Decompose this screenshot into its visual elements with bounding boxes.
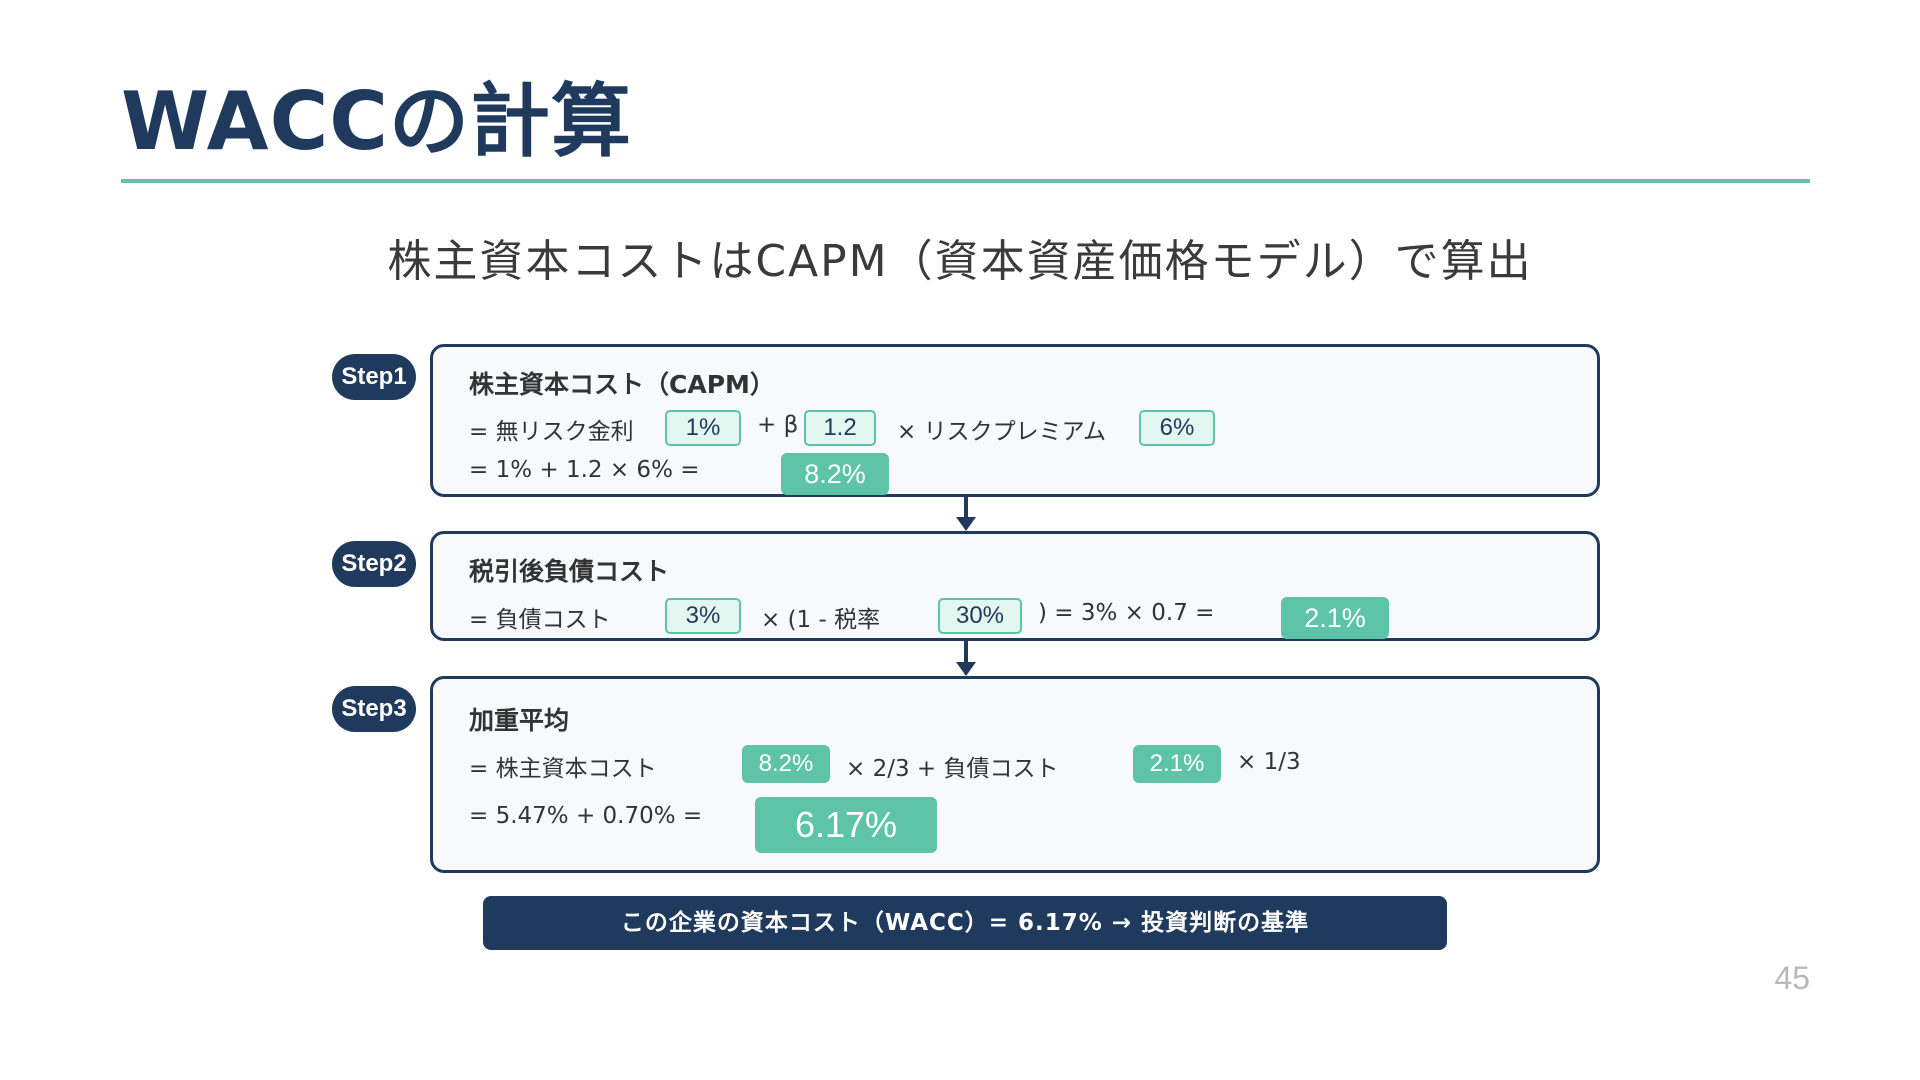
title-divider	[121, 179, 1810, 183]
step3-heading: 加重平均	[469, 706, 570, 735]
step1-times-premium: × リスクプレミアム	[897, 419, 1106, 445]
step3-weight-text: × 2/3 + 負債コスト	[846, 756, 1059, 782]
flow-arrow-2	[956, 641, 976, 676]
after-tax-debt-chip: 2.1%	[1133, 745, 1221, 783]
step3-formula-prefix: = 株主資本コスト	[469, 756, 657, 782]
step2-calculation: ) = 3% × 0.7 =	[1038, 600, 1215, 626]
page-number: 45	[1774, 960, 1810, 996]
step2-formula-prefix: = 負債コスト	[469, 607, 611, 633]
equity-cost-chip: 8.2%	[742, 745, 830, 783]
step2-badge: Step2	[332, 541, 416, 587]
flow-arrow-1	[956, 497, 976, 531]
step1-plus-beta: + β	[757, 412, 799, 438]
page-title: WACCの計算	[121, 75, 632, 168]
tax-rate-chip: 30%	[938, 598, 1022, 634]
step1-heading: 株主資本コスト（CAPM）	[469, 370, 775, 399]
summary-banner: この企業の資本コスト（WACC）= 6.17% → 投資判断の基準	[483, 896, 1447, 950]
step1-formula-prefix: = 無リスク金利	[469, 419, 634, 445]
step2-times-tax: × (1 - 税率	[761, 607, 881, 633]
step2-box: 税引後負債コスト = 負債コスト 3% × (1 - 税率 30% ) = 3%…	[430, 531, 1600, 641]
step3-calculation: = 5.47% + 0.70% =	[469, 803, 703, 829]
step3-box: 加重平均 = 株主資本コスト 8.2% × 2/3 + 負債コスト 2.1% ×…	[430, 676, 1600, 873]
slide-subtitle: 株主資本コストはCAPM（資本資産価格モデル）で算出	[387, 236, 1533, 287]
step1-result-chip: 8.2%	[781, 453, 889, 495]
step1-box: 株主資本コスト（CAPM） = 無リスク金利 1% + β 1.2 × リスクプ…	[430, 344, 1600, 497]
step3-badge: Step3	[332, 686, 416, 732]
step1-calculation: = 1% + 1.2 × 6% =	[469, 457, 700, 483]
step2-heading: 税引後負債コスト	[469, 557, 670, 586]
step2-result-chip: 2.1%	[1281, 597, 1389, 639]
risk-premium-chip: 6%	[1139, 410, 1215, 446]
step3-debt-weight: × 1/3	[1237, 749, 1301, 775]
debt-cost-chip: 3%	[665, 598, 741, 634]
wacc-result-chip: 6.17%	[755, 797, 937, 853]
step1-badge: Step1	[332, 354, 416, 400]
beta-chip: 1.2	[804, 410, 876, 446]
risk-free-rate-chip: 1%	[665, 410, 741, 446]
